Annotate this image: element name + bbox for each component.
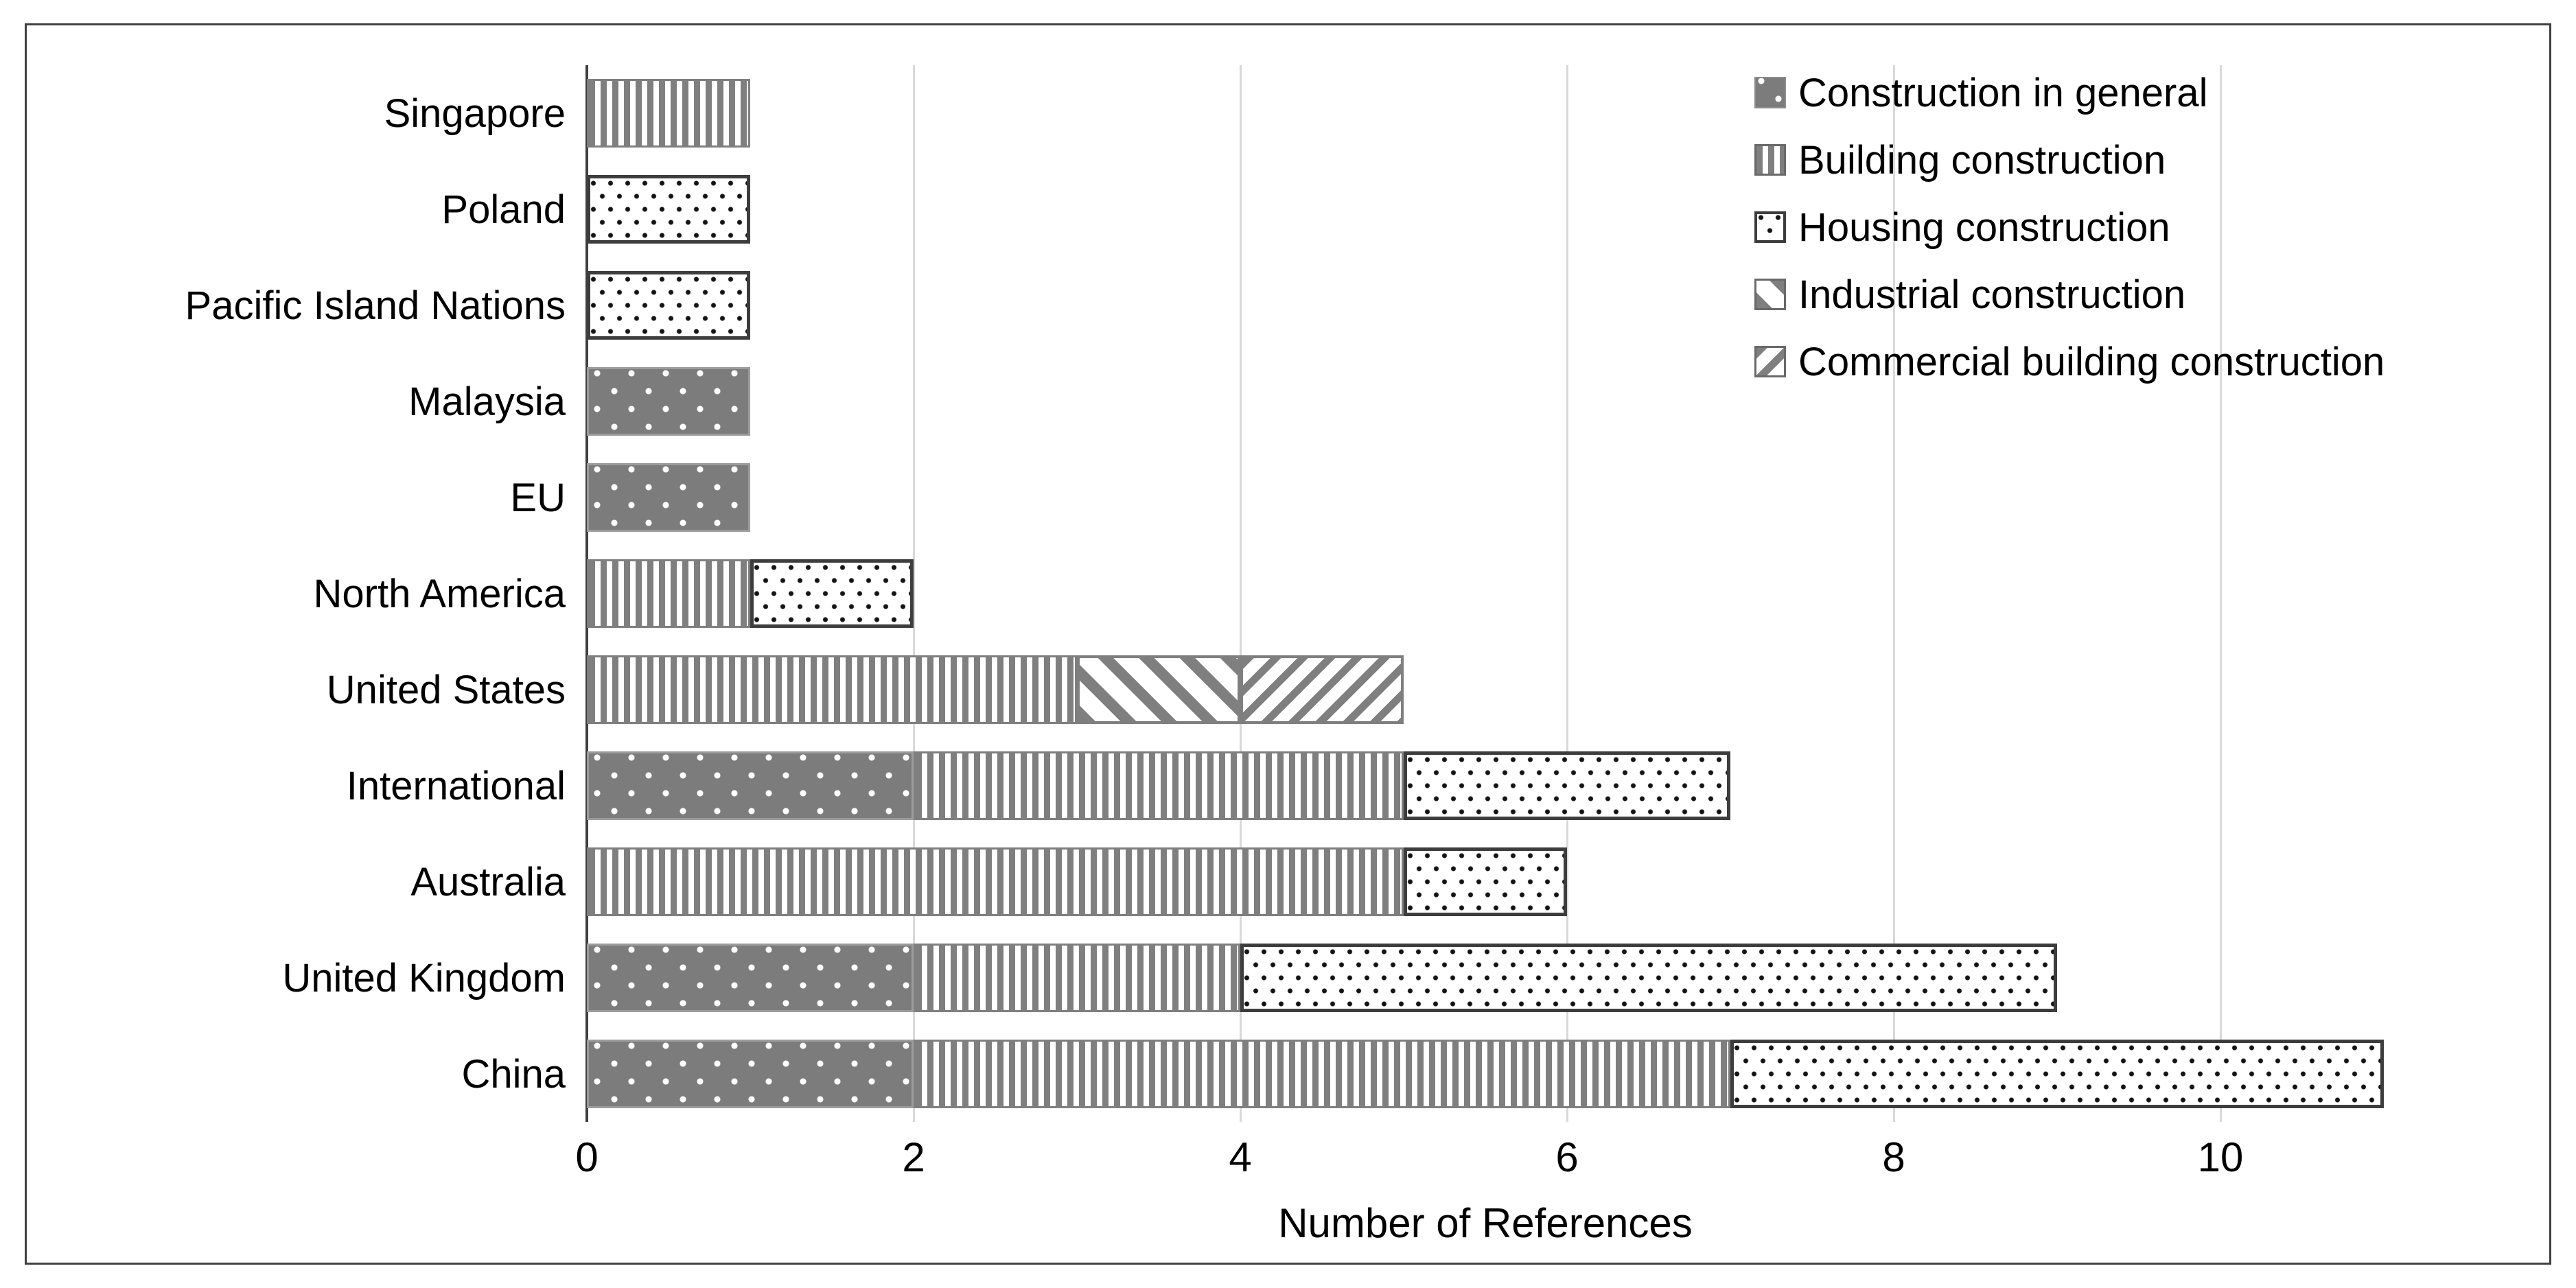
category-label: Singapore [384,91,566,136]
stacked-bar [587,175,750,244]
gridline [1240,65,1242,1122]
legend-swatch-diagonal-down-icon [1754,279,1786,310]
stacked-bar [587,463,750,532]
stacked-bar [587,271,750,340]
bar-segment-vertical-stripes [914,944,1240,1012]
bar-segment-black-dots [1240,944,2057,1012]
gridline [2220,65,2222,1122]
legend-item: Commercial building construction [1754,328,2384,395]
bar-segment-vertical-stripes [914,1040,1730,1108]
legend-item-label: Commercial building construction [1798,339,2385,384]
legend-swatch-diagonal-up-icon [1754,346,1786,377]
bar-segment-vertical-stripes [587,847,1404,916]
category-label: Pacific Island Nations [185,283,566,328]
bar-segment-gray-white-dots [587,944,914,1012]
bar-segment-black-dots [587,271,750,340]
legend-item-label: Construction in general [1798,70,2208,115]
bar-segment-vertical-stripes [587,655,1077,724]
bar-segment-black-dots [1404,847,1567,916]
legend-item-label: Industrial construction [1798,272,2186,317]
bar-segment-diagonal-down [1077,655,1240,724]
category-label: Poland [441,187,566,232]
category-label: International [346,763,566,808]
bar-segment-vertical-stripes [587,79,750,148]
bar-row [587,546,2384,642]
legend-item: Building construction [1754,126,2384,194]
legend-item: Housing construction [1754,194,2384,261]
stacked-bar [587,559,914,628]
bar-row [587,161,2384,257]
bar-segment-gray-white-dots [587,367,750,436]
plot-area [585,65,2384,1122]
category-axis-labels: Singapore Poland Pacific Island Nations Mal… [27,65,566,1122]
stacked-bar [587,655,1404,724]
category-label: Australia [410,859,566,904]
bar-segment-black-dots [750,559,914,628]
bar-segment-black-dots [1404,751,1730,820]
bar-segment-black-dots [1730,1040,2384,1108]
bar-row [587,353,2384,449]
legend-item-label: Housing construction [1798,204,2170,250]
bar-row [587,1026,2384,1122]
stacked-bar [587,367,750,436]
legend-item: Construction in general [1754,59,2384,126]
x-tick-label: 8 [1882,1134,1905,1180]
category-label: EU [510,475,566,520]
legend-swatch-vertical-stripes-icon [1754,144,1786,176]
legend-swatch-black-dots-icon [1754,211,1786,243]
bar-segment-gray-white-dots [587,1040,914,1108]
x-tick-label: 6 [1555,1134,1579,1180]
bar-segment-diagonal-up [1240,655,1404,724]
gridline [1566,65,1568,1122]
category-label: North America [313,571,566,616]
x-tick-label: 4 [1229,1134,1252,1180]
x-tick-label: 10 [2197,1134,2244,1180]
bar-row [587,642,2384,738]
category-label: United Kingdom [282,955,566,1000]
stacked-bar [587,847,1567,916]
bar-row [587,65,2384,161]
x-axis-title: Number of References [1278,1200,1693,1246]
bar-segment-black-dots [587,175,750,244]
category-label: China [461,1051,566,1097]
category-label: Malaysia [408,379,566,424]
bar-row [587,738,2384,834]
legend-swatch-gray-white-dots-icon [1754,77,1786,108]
bar-row [587,834,2384,930]
stacked-bar [587,79,750,148]
gridline [913,65,915,1122]
x-tick-label: 2 [902,1134,925,1180]
x-tick-label: 0 [575,1134,599,1180]
bar-segment-gray-white-dots [587,463,750,532]
bar-segment-vertical-stripes [587,559,750,628]
legend-item-label: Building construction [1798,137,2166,183]
stacked-bar [587,751,1730,820]
bar-row [587,257,2384,353]
legend-item: Industrial construction [1754,261,2384,328]
gridline [1893,65,1895,1122]
bar-row [587,449,2384,546]
category-label: United States [326,667,566,712]
bar-segment-vertical-stripes [914,751,1404,820]
stacked-bar [587,944,2057,1012]
stacked-bar [587,1040,2384,1108]
bar-row [587,930,2384,1026]
legend: Construction in general Building construc… [1754,59,2384,395]
bar-segment-gray-white-dots [587,751,914,820]
